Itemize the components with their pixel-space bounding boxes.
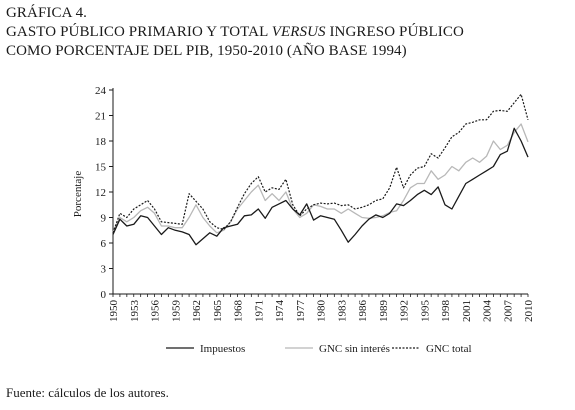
series-line-2 [112,123,529,234]
y-tick-label: 9 [101,213,107,225]
y-tick-label: 0 [101,289,107,301]
x-tick-label: 2010 [523,300,535,323]
x-tick-label: 1995 [419,300,431,323]
title-line-2-end: INGRESO PÚBLICO [325,24,464,40]
y-tick-label: 24 [95,85,107,97]
chart-title: GRÁFICA 4. GASTO PÚBLICO PRIMARIO Y TOTA… [6,4,464,61]
series-line-3 [112,93,529,234]
x-tick-label: 1989 [378,300,390,323]
legend: Impuestos GNC sin interés GNC total [166,343,472,355]
title-line-2: GASTO PÚBLICO PRIMARIO Y TOTAL VERSUS IN… [6,23,464,42]
legend-label-1: Impuestos [200,343,245,355]
y-tick-label: 12 [95,187,106,199]
x-tick-label: 2004 [482,300,494,323]
y-ticks: 0 3 6 9 12 15 18 21 24 [95,85,113,301]
axes [112,88,528,295]
y-tick-label: 3 [101,264,107,276]
x-tick-label: 1950 [108,300,120,323]
legend-label-2: GNC sin interés [319,343,390,355]
x-tick-label: 1998 [440,300,452,323]
legend-label-3: GNC total [426,343,472,355]
x-tick-label: 1968 [233,300,245,323]
title-line-3: COMO PORCENTAJE DEL PIB, 1950-2010 (AÑO … [6,43,407,59]
x-tick-label: 1953 [129,300,141,323]
y-tick-label: 21 [95,111,106,123]
series-line-1 [112,127,529,246]
x-tick-label: 1977 [295,300,307,323]
source-note: Fuente: cálculos de los autores. [6,385,169,400]
x-tick-label: 1956 [150,300,162,323]
title-line-2-start: GASTO PÚBLICO PRIMARIO Y TOTAL [6,24,272,40]
x-tick-label: 1965 [212,300,224,323]
figure-number: GRÁFICA 4. [6,5,88,21]
x-tick-label: 2007 [502,300,514,323]
x-ticks: 1950 1953 1956 1959 1962 1965 1968 1971 1974 1977… [108,294,535,322]
series-lines [112,93,529,246]
x-tick-label: 1959 [170,300,182,323]
x-tick-label: 1983 [336,300,348,323]
x-tick-label: 1986 [357,300,369,323]
x-tick-label: 1971 [253,300,265,322]
y-tick-label: 6 [101,238,107,250]
x-tick-label: 2001 [461,300,473,322]
y-axis-label: Porcentaje [72,171,84,218]
x-tick-label: 1974 [274,300,286,323]
y-tick-label: 15 [95,162,107,174]
title-versus: VERSUS [271,24,326,40]
x-tick-label: 1980 [316,300,328,323]
x-tick-label: 1992 [399,300,411,322]
x-tick-label: 1962 [191,300,203,322]
y-tick-label: 18 [95,136,107,148]
